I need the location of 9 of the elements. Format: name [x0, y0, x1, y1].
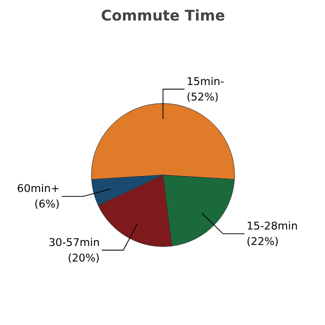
data-label: (52%) — [186, 90, 219, 104]
slice-label: 15min- — [186, 74, 224, 88]
slice-label: 60min+ — [17, 182, 60, 196]
slice-label: 15-28min — [246, 219, 298, 232]
data-label: (6%) — [34, 198, 60, 211]
data-label: (20%) — [68, 251, 100, 264]
data-label: (22%) — [246, 235, 279, 248]
slice-label: 30-57min — [48, 236, 100, 249]
chart-title: Commute Time — [100, 8, 226, 24]
